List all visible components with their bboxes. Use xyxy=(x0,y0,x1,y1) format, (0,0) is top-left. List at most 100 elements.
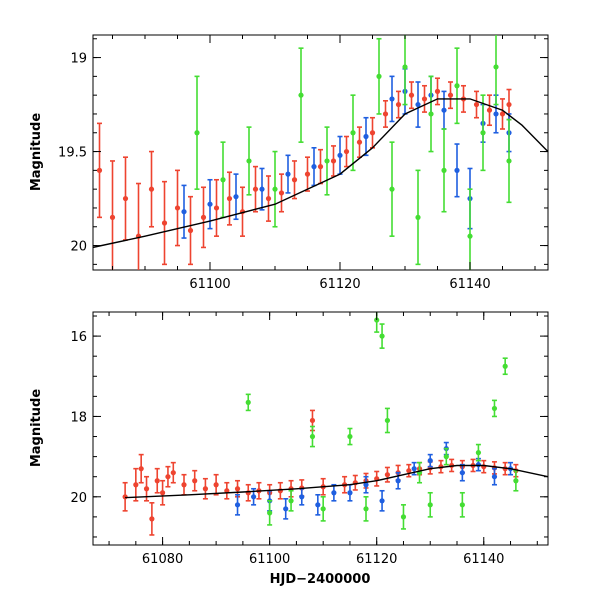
bottom-red-marker xyxy=(224,488,230,494)
bottom-green-marker xyxy=(443,454,449,460)
top-red-marker xyxy=(148,186,155,192)
bottom-green-marker xyxy=(288,498,294,504)
top-green-marker xyxy=(389,186,395,192)
top-red-point xyxy=(161,180,168,266)
bottom-xtick-label: 61100 xyxy=(249,552,290,567)
top-green-point xyxy=(350,94,356,172)
top-green-marker xyxy=(454,83,460,89)
bottom-green-point xyxy=(267,500,273,526)
bottom-red-point xyxy=(374,470,380,487)
bottom-red-point xyxy=(481,459,487,474)
top-green-point xyxy=(428,75,434,153)
bottom-ytick-label: 20 xyxy=(70,491,87,506)
bottom-plot-frame xyxy=(92,311,549,546)
top-red-marker xyxy=(265,195,272,202)
bottom-green-marker xyxy=(475,450,482,456)
bottom-green-marker xyxy=(502,363,508,369)
top-green-point xyxy=(402,35,408,106)
top-blue-point xyxy=(337,135,343,175)
top-model-curve xyxy=(93,98,548,249)
bottom-green-point xyxy=(427,491,433,518)
top-green-point xyxy=(324,126,330,196)
bottom-red-marker xyxy=(213,482,219,488)
top-blue-marker xyxy=(363,133,369,140)
bottom-green-point xyxy=(384,407,391,434)
top-red-point xyxy=(486,94,493,127)
top-red-marker xyxy=(122,195,129,202)
bottom-green-point xyxy=(400,504,407,530)
top-red-point xyxy=(278,173,285,213)
top-red-marker xyxy=(174,205,181,211)
top-red-marker xyxy=(486,107,493,113)
bottom-red-marker xyxy=(234,486,241,492)
top-blue-marker xyxy=(389,96,395,102)
bottom-red-point xyxy=(149,502,155,536)
bottom-blue-point xyxy=(379,489,385,512)
top-blue-marker xyxy=(493,111,499,117)
bottom-red-marker xyxy=(277,488,283,494)
bottom-blue-point xyxy=(427,453,433,468)
bottom-blue-marker xyxy=(395,478,401,484)
bottom-xtick-label: 61140 xyxy=(463,552,504,567)
top-green-point xyxy=(493,35,499,106)
bottom-green-marker xyxy=(427,502,433,508)
bottom-green-point xyxy=(502,357,508,376)
top-green-marker xyxy=(402,64,408,70)
top-green-marker xyxy=(480,130,486,136)
bottom-blue-marker xyxy=(331,490,337,496)
bottom-red-marker xyxy=(192,478,198,484)
bottom-green-point xyxy=(475,443,482,462)
top-blue-marker xyxy=(415,101,421,108)
top-green-marker xyxy=(272,186,278,192)
top-red-marker xyxy=(473,101,480,108)
top-green-point xyxy=(376,37,382,115)
bottom-red-point xyxy=(384,466,391,483)
bottom-blue-marker xyxy=(315,502,321,508)
top-green-marker xyxy=(467,233,473,239)
bottom-blue-point xyxy=(331,483,337,502)
top-red-marker xyxy=(356,139,363,145)
top-xtick-label: 61100 xyxy=(189,277,230,292)
top-red-marker xyxy=(226,195,233,202)
top-red-point xyxy=(135,182,142,270)
top-red-point xyxy=(174,169,181,247)
top-blue-point xyxy=(493,94,499,134)
top-red-marker xyxy=(161,220,168,226)
bottom-red-point xyxy=(277,481,283,500)
top-red-point xyxy=(447,81,454,110)
top-red-point xyxy=(213,178,220,237)
bottom-red-marker xyxy=(159,490,166,496)
bottom-blue-point xyxy=(299,487,305,506)
bottom-green-point xyxy=(374,312,380,333)
bottom-blue-marker xyxy=(459,470,465,476)
bottom-green-marker xyxy=(384,417,391,424)
bottom-red-point xyxy=(202,477,209,500)
bottom-green-point xyxy=(363,495,369,522)
top-red-point xyxy=(200,186,207,249)
top-red-marker xyxy=(499,111,506,117)
top-red-point xyxy=(330,145,337,177)
top-red-marker xyxy=(96,167,103,173)
top-blue-marker xyxy=(311,164,317,170)
top-blue-point xyxy=(285,154,291,194)
top-green-point xyxy=(441,128,447,213)
bottom-ytick-label: 18 xyxy=(70,410,87,425)
bottom-red-point xyxy=(309,409,316,432)
bottom-green-point xyxy=(379,323,385,349)
bottom-blue-marker xyxy=(363,482,369,488)
top-blue-point xyxy=(389,75,395,123)
top-green-marker xyxy=(376,73,382,79)
top-red-point xyxy=(304,156,311,192)
bottom-green-point xyxy=(416,461,423,484)
top-red-marker xyxy=(434,88,441,94)
top-green-marker xyxy=(415,214,421,220)
bottom-blue-marker xyxy=(299,494,305,500)
top-blue-point xyxy=(415,81,421,128)
top-red-point xyxy=(109,160,116,270)
top-xtick-label: 61120 xyxy=(319,277,360,292)
bottom-red-point xyxy=(406,463,412,478)
bottom-green-marker xyxy=(245,399,251,405)
bottom-blue-marker xyxy=(491,474,498,480)
top-ytick-label: 19.5 xyxy=(58,146,87,161)
